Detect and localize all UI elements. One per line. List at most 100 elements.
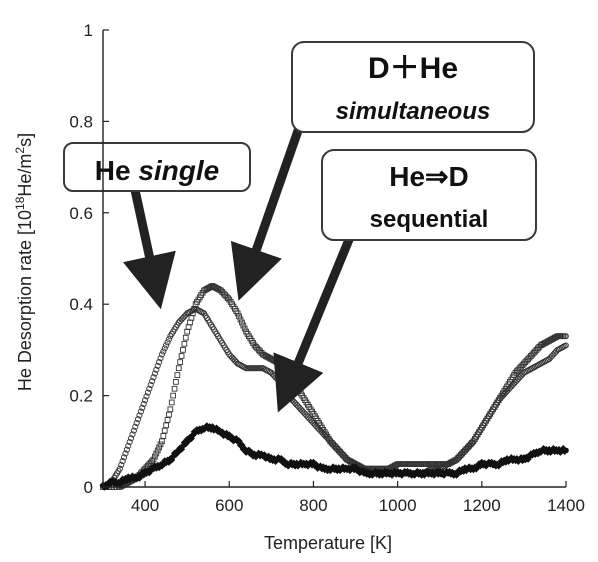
data-point [118, 461, 125, 468]
data-point [235, 437, 243, 445]
data-point [185, 324, 192, 330]
data-point [184, 437, 193, 445]
data-point [177, 445, 186, 453]
data-point [177, 317, 184, 325]
data-point [158, 351, 165, 358]
data-point [180, 347, 186, 353]
callout-box-he-single [63, 142, 251, 192]
data-point [297, 406, 304, 413]
data-point [116, 465, 123, 472]
data-point [272, 374, 279, 381]
series-3 [99, 422, 569, 491]
annotation-he-d-sequential: sequential [370, 206, 489, 233]
data-point [184, 328, 191, 335]
data-point [273, 375, 281, 382]
data-point [105, 480, 113, 488]
data-point [236, 313, 242, 320]
data-point [175, 365, 182, 372]
data-point [178, 316, 185, 323]
data-point [139, 404, 146, 411]
data-point [351, 463, 360, 471]
data-point [188, 315, 195, 321]
data-point [423, 467, 431, 476]
data-point [181, 340, 188, 347]
series-layer [99, 283, 569, 491]
data-point [301, 410, 309, 417]
data-point [133, 419, 140, 427]
data-point [293, 401, 300, 408]
data-point [150, 374, 157, 381]
annotation-he-d-sequential: He⇒D [389, 161, 468, 192]
data-point [156, 359, 163, 366]
callout-box-d-he-simultaneous [291, 41, 535, 133]
data-point [154, 362, 161, 369]
data-point [175, 447, 183, 455]
data-point [123, 446, 130, 453]
data-point [171, 385, 178, 392]
data-point [170, 392, 177, 399]
arrow-he-single [123, 189, 176, 310]
data-point [287, 458, 295, 466]
data-point [289, 397, 296, 404]
data-point [187, 319, 193, 326]
data-point [231, 357, 238, 364]
x-tick-label: 1000 [379, 496, 417, 515]
data-point [146, 385, 153, 392]
data-point [227, 352, 234, 360]
data-point [241, 325, 248, 332]
data-point [534, 450, 542, 458]
data-point [303, 412, 310, 419]
data-point [178, 353, 185, 359]
data-point [240, 322, 247, 329]
data-point [164, 417, 171, 423]
data-point [563, 333, 569, 340]
arrow-he-d-sequential [273, 223, 360, 413]
data-point [161, 345, 168, 352]
y-tick-label: 0.2 [69, 387, 93, 406]
data-point [142, 397, 149, 404]
data-point [130, 427, 137, 434]
data-point [152, 453, 158, 460]
data-point [129, 431, 136, 438]
data-point [524, 455, 532, 463]
data-point [294, 403, 302, 410]
data-point [167, 406, 174, 413]
y-tick-label: 1 [84, 21, 93, 40]
data-point [149, 378, 156, 385]
data-point [116, 480, 124, 488]
data-point [161, 427, 168, 434]
data-point [132, 423, 139, 430]
data-point [177, 359, 184, 365]
data-point [304, 413, 311, 420]
data-point [182, 334, 189, 341]
data-point [452, 471, 461, 479]
data-point [168, 456, 176, 464]
data-point [140, 400, 147, 408]
x-tick-label: 400 [131, 496, 159, 515]
data-point [179, 314, 187, 321]
data-point [143, 393, 150, 400]
data-point [168, 399, 175, 406]
data-point [339, 463, 347, 471]
data-point [309, 458, 318, 466]
data-point [563, 447, 569, 454]
annotation-he-single: He single [95, 155, 220, 186]
data-point [507, 454, 515, 462]
y-tick-label: 0.6 [69, 204, 93, 223]
x-tick-label: 800 [299, 496, 327, 515]
data-point [230, 355, 237, 363]
data-point [436, 467, 444, 476]
data-point [229, 354, 236, 361]
data-point [563, 342, 569, 349]
data-point [112, 477, 120, 486]
data-point [119, 458, 126, 465]
data-point [550, 351, 557, 358]
data-point [125, 442, 132, 449]
data-point [174, 372, 181, 378]
data-point [250, 450, 259, 458]
data-point [151, 370, 158, 377]
data-point [173, 379, 179, 385]
data-point [290, 398, 297, 405]
data-point [150, 456, 157, 463]
data-point [135, 416, 142, 423]
